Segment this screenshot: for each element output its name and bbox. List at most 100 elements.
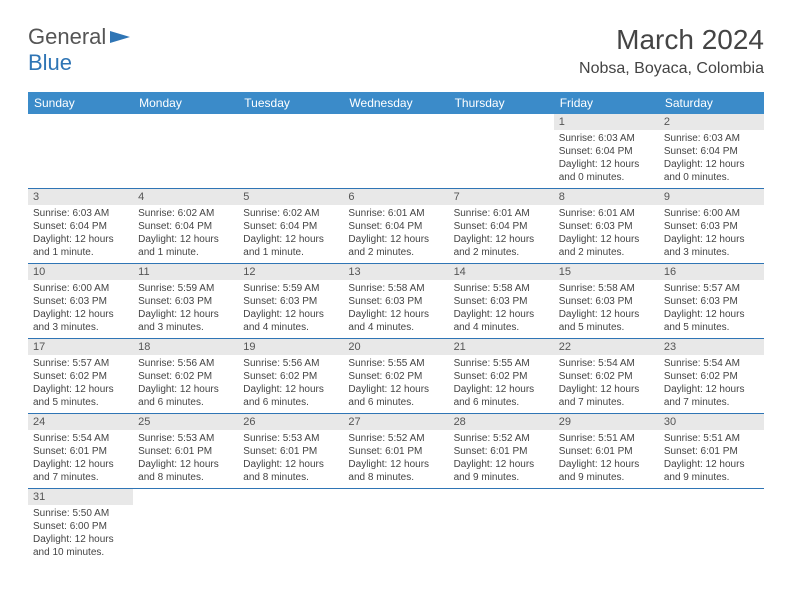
day-number: 21 — [449, 339, 554, 355]
sunset-text: Sunset: 6:02 PM — [138, 370, 233, 383]
sunset-text: Sunset: 6:00 PM — [33, 520, 128, 533]
day-number: 24 — [28, 414, 133, 430]
calendar-cell: 12Sunrise: 5:59 AMSunset: 6:03 PMDayligh… — [238, 264, 343, 339]
sunrise-text: Sunrise: 5:52 AM — [454, 432, 549, 445]
sunset-text: Sunset: 6:03 PM — [559, 220, 654, 233]
day-details: Sunrise: 5:52 AMSunset: 6:01 PMDaylight:… — [343, 430, 448, 488]
sunset-text: Sunset: 6:01 PM — [454, 445, 549, 458]
daylight-text: Daylight: 12 hours and 3 minutes. — [33, 308, 128, 334]
sunset-text: Sunset: 6:04 PM — [454, 220, 549, 233]
calendar-cell — [343, 114, 448, 189]
daylight-text: Daylight: 12 hours and 9 minutes. — [454, 458, 549, 484]
sunrise-text: Sunrise: 5:52 AM — [348, 432, 443, 445]
day-details: Sunrise: 6:02 AMSunset: 6:04 PMDaylight:… — [238, 205, 343, 263]
daylight-text: Daylight: 12 hours and 6 minutes. — [348, 383, 443, 409]
title-block: March 2024 Nobsa, Boyaca, Colombia — [579, 24, 764, 78]
daylight-text: Daylight: 12 hours and 4 minutes. — [348, 308, 443, 334]
day-details: Sunrise: 5:58 AMSunset: 6:03 PMDaylight:… — [554, 280, 659, 338]
calendar-body: 1Sunrise: 6:03 AMSunset: 6:04 PMDaylight… — [28, 114, 764, 563]
sunset-text: Sunset: 6:04 PM — [559, 145, 654, 158]
sunrise-text: Sunrise: 5:54 AM — [33, 432, 128, 445]
calendar-cell: 5Sunrise: 6:02 AMSunset: 6:04 PMDaylight… — [238, 189, 343, 264]
sunset-text: Sunset: 6:03 PM — [33, 295, 128, 308]
day-number: 31 — [28, 489, 133, 505]
calendar-cell — [659, 489, 764, 564]
sunrise-text: Sunrise: 5:51 AM — [559, 432, 654, 445]
sunset-text: Sunset: 6:01 PM — [348, 445, 443, 458]
logo-text-general: General — [28, 24, 106, 50]
sunrise-text: Sunrise: 5:54 AM — [664, 357, 759, 370]
sunrise-text: Sunrise: 5:54 AM — [559, 357, 654, 370]
daylight-text: Daylight: 12 hours and 10 minutes. — [33, 533, 128, 559]
daylight-text: Daylight: 12 hours and 2 minutes. — [454, 233, 549, 259]
daylight-text: Daylight: 12 hours and 3 minutes. — [664, 233, 759, 259]
day-number: 10 — [28, 264, 133, 280]
day-details: Sunrise: 5:51 AMSunset: 6:01 PMDaylight:… — [659, 430, 764, 488]
calendar-cell: 24Sunrise: 5:54 AMSunset: 6:01 PMDayligh… — [28, 414, 133, 489]
day-number: 30 — [659, 414, 764, 430]
daylight-text: Daylight: 12 hours and 6 minutes. — [243, 383, 338, 409]
day-details: Sunrise: 5:53 AMSunset: 6:01 PMDaylight:… — [133, 430, 238, 488]
sunrise-text: Sunrise: 6:03 AM — [33, 207, 128, 220]
sunset-text: Sunset: 6:03 PM — [559, 295, 654, 308]
sunrise-text: Sunrise: 6:02 AM — [138, 207, 233, 220]
day-details: Sunrise: 6:03 AMSunset: 6:04 PMDaylight:… — [659, 130, 764, 188]
daylight-text: Daylight: 12 hours and 5 minutes. — [664, 308, 759, 334]
sunrise-text: Sunrise: 5:51 AM — [664, 432, 759, 445]
calendar-cell: 22Sunrise: 5:54 AMSunset: 6:02 PMDayligh… — [554, 339, 659, 414]
header: General March 2024 Nobsa, Boyaca, Colomb… — [28, 24, 764, 78]
day-number: 23 — [659, 339, 764, 355]
calendar-row: 1Sunrise: 6:03 AMSunset: 6:04 PMDaylight… — [28, 114, 764, 189]
daylight-text: Daylight: 12 hours and 3 minutes. — [138, 308, 233, 334]
day-details: Sunrise: 5:53 AMSunset: 6:01 PMDaylight:… — [238, 430, 343, 488]
daylight-text: Daylight: 12 hours and 9 minutes. — [559, 458, 654, 484]
calendar-cell: 8Sunrise: 6:01 AMSunset: 6:03 PMDaylight… — [554, 189, 659, 264]
calendar-cell — [554, 489, 659, 564]
sunset-text: Sunset: 6:02 PM — [559, 370, 654, 383]
sunset-text: Sunset: 6:01 PM — [559, 445, 654, 458]
calendar-cell: 9Sunrise: 6:00 AMSunset: 6:03 PMDaylight… — [659, 189, 764, 264]
daylight-text: Daylight: 12 hours and 5 minutes. — [559, 308, 654, 334]
day-details: Sunrise: 5:50 AMSunset: 6:00 PMDaylight:… — [28, 505, 133, 563]
logo: General — [28, 24, 132, 50]
day-number: 27 — [343, 414, 448, 430]
day-number: 12 — [238, 264, 343, 280]
calendar-row: 3Sunrise: 6:03 AMSunset: 6:04 PMDaylight… — [28, 189, 764, 264]
sunrise-text: Sunrise: 6:01 AM — [559, 207, 654, 220]
day-details: Sunrise: 5:59 AMSunset: 6:03 PMDaylight:… — [238, 280, 343, 338]
sunrise-text: Sunrise: 5:55 AM — [454, 357, 549, 370]
weekday-header: Saturday — [659, 92, 764, 114]
day-details: Sunrise: 5:56 AMSunset: 6:02 PMDaylight:… — [133, 355, 238, 413]
daylight-text: Daylight: 12 hours and 9 minutes. — [664, 458, 759, 484]
day-number: 29 — [554, 414, 659, 430]
calendar-cell: 15Sunrise: 5:58 AMSunset: 6:03 PMDayligh… — [554, 264, 659, 339]
day-details: Sunrise: 5:54 AMSunset: 6:02 PMDaylight:… — [659, 355, 764, 413]
sunset-text: Sunset: 6:03 PM — [664, 220, 759, 233]
sunset-text: Sunset: 6:03 PM — [664, 295, 759, 308]
sunset-text: Sunset: 6:02 PM — [243, 370, 338, 383]
daylight-text: Daylight: 12 hours and 8 minutes. — [243, 458, 338, 484]
day-details: Sunrise: 5:57 AMSunset: 6:02 PMDaylight:… — [28, 355, 133, 413]
calendar-cell — [449, 114, 554, 189]
day-number: 19 — [238, 339, 343, 355]
calendar-cell: 19Sunrise: 5:56 AMSunset: 6:02 PMDayligh… — [238, 339, 343, 414]
sunset-text: Sunset: 6:01 PM — [243, 445, 338, 458]
day-number: 13 — [343, 264, 448, 280]
daylight-text: Daylight: 12 hours and 0 minutes. — [559, 158, 654, 184]
weekday-header: Tuesday — [238, 92, 343, 114]
sunrise-text: Sunrise: 5:59 AM — [243, 282, 338, 295]
daylight-text: Daylight: 12 hours and 8 minutes. — [348, 458, 443, 484]
weekday-header: Thursday — [449, 92, 554, 114]
calendar-row: 17Sunrise: 5:57 AMSunset: 6:02 PMDayligh… — [28, 339, 764, 414]
sunrise-text: Sunrise: 5:58 AM — [454, 282, 549, 295]
day-number: 9 — [659, 189, 764, 205]
calendar-cell — [343, 489, 448, 564]
calendar-cell: 2Sunrise: 6:03 AMSunset: 6:04 PMDaylight… — [659, 114, 764, 189]
daylight-text: Daylight: 12 hours and 0 minutes. — [664, 158, 759, 184]
day-details: Sunrise: 5:55 AMSunset: 6:02 PMDaylight:… — [343, 355, 448, 413]
sunrise-text: Sunrise: 5:57 AM — [664, 282, 759, 295]
calendar-cell — [133, 489, 238, 564]
calendar-cell — [28, 114, 133, 189]
daylight-text: Daylight: 12 hours and 7 minutes. — [33, 458, 128, 484]
day-details: Sunrise: 6:00 AMSunset: 6:03 PMDaylight:… — [28, 280, 133, 338]
